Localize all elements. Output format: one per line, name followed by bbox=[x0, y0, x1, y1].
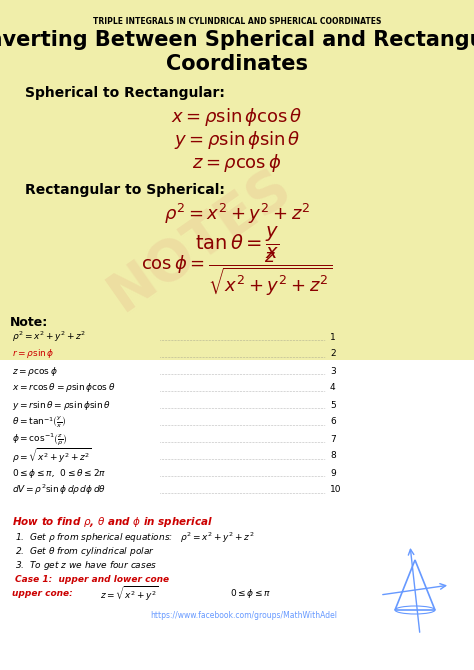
Text: $\rho = \sqrt{x^2 + y^2 + z^2}$: $\rho = \sqrt{x^2 + y^2 + z^2}$ bbox=[12, 446, 92, 466]
Text: $\cos\phi = \dfrac{z}{\sqrt{x^2+y^2+z^2}}$: $\cos\phi = \dfrac{z}{\sqrt{x^2+y^2+z^2}… bbox=[141, 251, 333, 299]
Text: $\theta = \tan^{-1}\!\left(\frac{y}{x}\right)$: $\theta = \tan^{-1}\!\left(\frac{y}{x}\r… bbox=[12, 414, 66, 429]
Text: Note:: Note: bbox=[10, 316, 48, 330]
Text: $0 \leq \phi \leq \pi$: $0 \leq \phi \leq \pi$ bbox=[230, 588, 271, 600]
Text: upper cone:: upper cone: bbox=[12, 590, 73, 598]
Text: 7: 7 bbox=[330, 435, 336, 444]
Text: $0 \leq \phi \leq \pi$,  $0 \leq \theta \leq 2\pi$: $0 \leq \phi \leq \pi$, $0 \leq \theta \… bbox=[12, 466, 106, 480]
Text: 1: 1 bbox=[330, 332, 336, 342]
Text: 1.  Get $\rho$ from spherical equations:   $\rho^2 = x^2 + y^2 + z^2$: 1. Get $\rho$ from spherical equations: … bbox=[15, 531, 255, 545]
Text: 6: 6 bbox=[330, 417, 336, 427]
Text: 8: 8 bbox=[330, 452, 336, 460]
Text: $y = \rho\sin\phi\sin\theta$: $y = \rho\sin\phi\sin\theta$ bbox=[173, 129, 301, 151]
Text: 3: 3 bbox=[330, 366, 336, 375]
Text: $\rho^2 = x^2 + y^2 + z^2$: $\rho^2 = x^2 + y^2 + z^2$ bbox=[12, 330, 86, 344]
Text: $z = \rho\cos\phi$: $z = \rho\cos\phi$ bbox=[12, 364, 58, 377]
Text: 10: 10 bbox=[330, 486, 341, 494]
Text: $z = \rho\cos\phi$: $z = \rho\cos\phi$ bbox=[192, 152, 282, 174]
Text: Case 1:  upper and lower cone: Case 1: upper and lower cone bbox=[15, 576, 169, 584]
Text: $y = r\sin\theta = \rho\sin\phi\sin\theta$: $y = r\sin\theta = \rho\sin\phi\sin\thet… bbox=[12, 399, 111, 411]
Text: $z = \sqrt{x^2+y^2}$: $z = \sqrt{x^2+y^2}$ bbox=[100, 584, 158, 604]
FancyBboxPatch shape bbox=[0, 360, 474, 670]
Text: $dV = \rho^2\sin\phi\, d\rho\, d\phi\, d\theta$: $dV = \rho^2\sin\phi\, d\rho\, d\phi\, d… bbox=[12, 483, 106, 497]
Text: $\tan\theta = \dfrac{y}{x}$: $\tan\theta = \dfrac{y}{x}$ bbox=[195, 225, 279, 261]
Text: Spherical to Rectangular:: Spherical to Rectangular: bbox=[25, 86, 225, 100]
Text: How to find $\rho$, $\theta$ and $\phi$ in spherical: How to find $\rho$, $\theta$ and $\phi$ … bbox=[12, 515, 213, 529]
Text: 3.  To get $z$ we have four cases: 3. To get $z$ we have four cases bbox=[15, 559, 157, 572]
Text: $\phi = \cos^{-1}\!\left(\frac{z}{\rho}\right)$: $\phi = \cos^{-1}\!\left(\frac{z}{\rho}\… bbox=[12, 431, 68, 447]
Text: TRIPLE INTEGRALS IN CYLINDRICAL AND SPHERICAL COORDINATES: TRIPLE INTEGRALS IN CYLINDRICAL AND SPHE… bbox=[93, 17, 381, 27]
Text: 5: 5 bbox=[330, 401, 336, 409]
Text: $x = \rho\sin\phi\cos\theta$: $x = \rho\sin\phi\cos\theta$ bbox=[172, 106, 302, 128]
Text: NOTES: NOTES bbox=[99, 158, 301, 322]
Text: 2.  Get $\theta$ from cylindrical polar: 2. Get $\theta$ from cylindrical polar bbox=[15, 545, 155, 559]
Text: 9: 9 bbox=[330, 468, 336, 478]
Text: Rectangular to Spherical:: Rectangular to Spherical: bbox=[25, 183, 225, 197]
Text: $r = \rho\sin\phi$: $r = \rho\sin\phi$ bbox=[12, 348, 55, 360]
Text: https://www.facebook.com/groups/MathWithAdel: https://www.facebook.com/groups/MathWith… bbox=[150, 610, 337, 620]
Text: Converting Between Spherical and Rectangular
Coordinates: Converting Between Spherical and Rectang… bbox=[0, 29, 474, 74]
Text: $\rho^2 = x^2 + y^2 + z^2$: $\rho^2 = x^2 + y^2 + z^2$ bbox=[164, 202, 310, 226]
Text: $x = r\cos\theta = \rho\sin\phi\cos\theta$: $x = r\cos\theta = \rho\sin\phi\cos\thet… bbox=[12, 381, 116, 395]
FancyBboxPatch shape bbox=[0, 0, 474, 360]
Text: 4: 4 bbox=[330, 383, 336, 393]
Text: 2: 2 bbox=[330, 350, 336, 358]
